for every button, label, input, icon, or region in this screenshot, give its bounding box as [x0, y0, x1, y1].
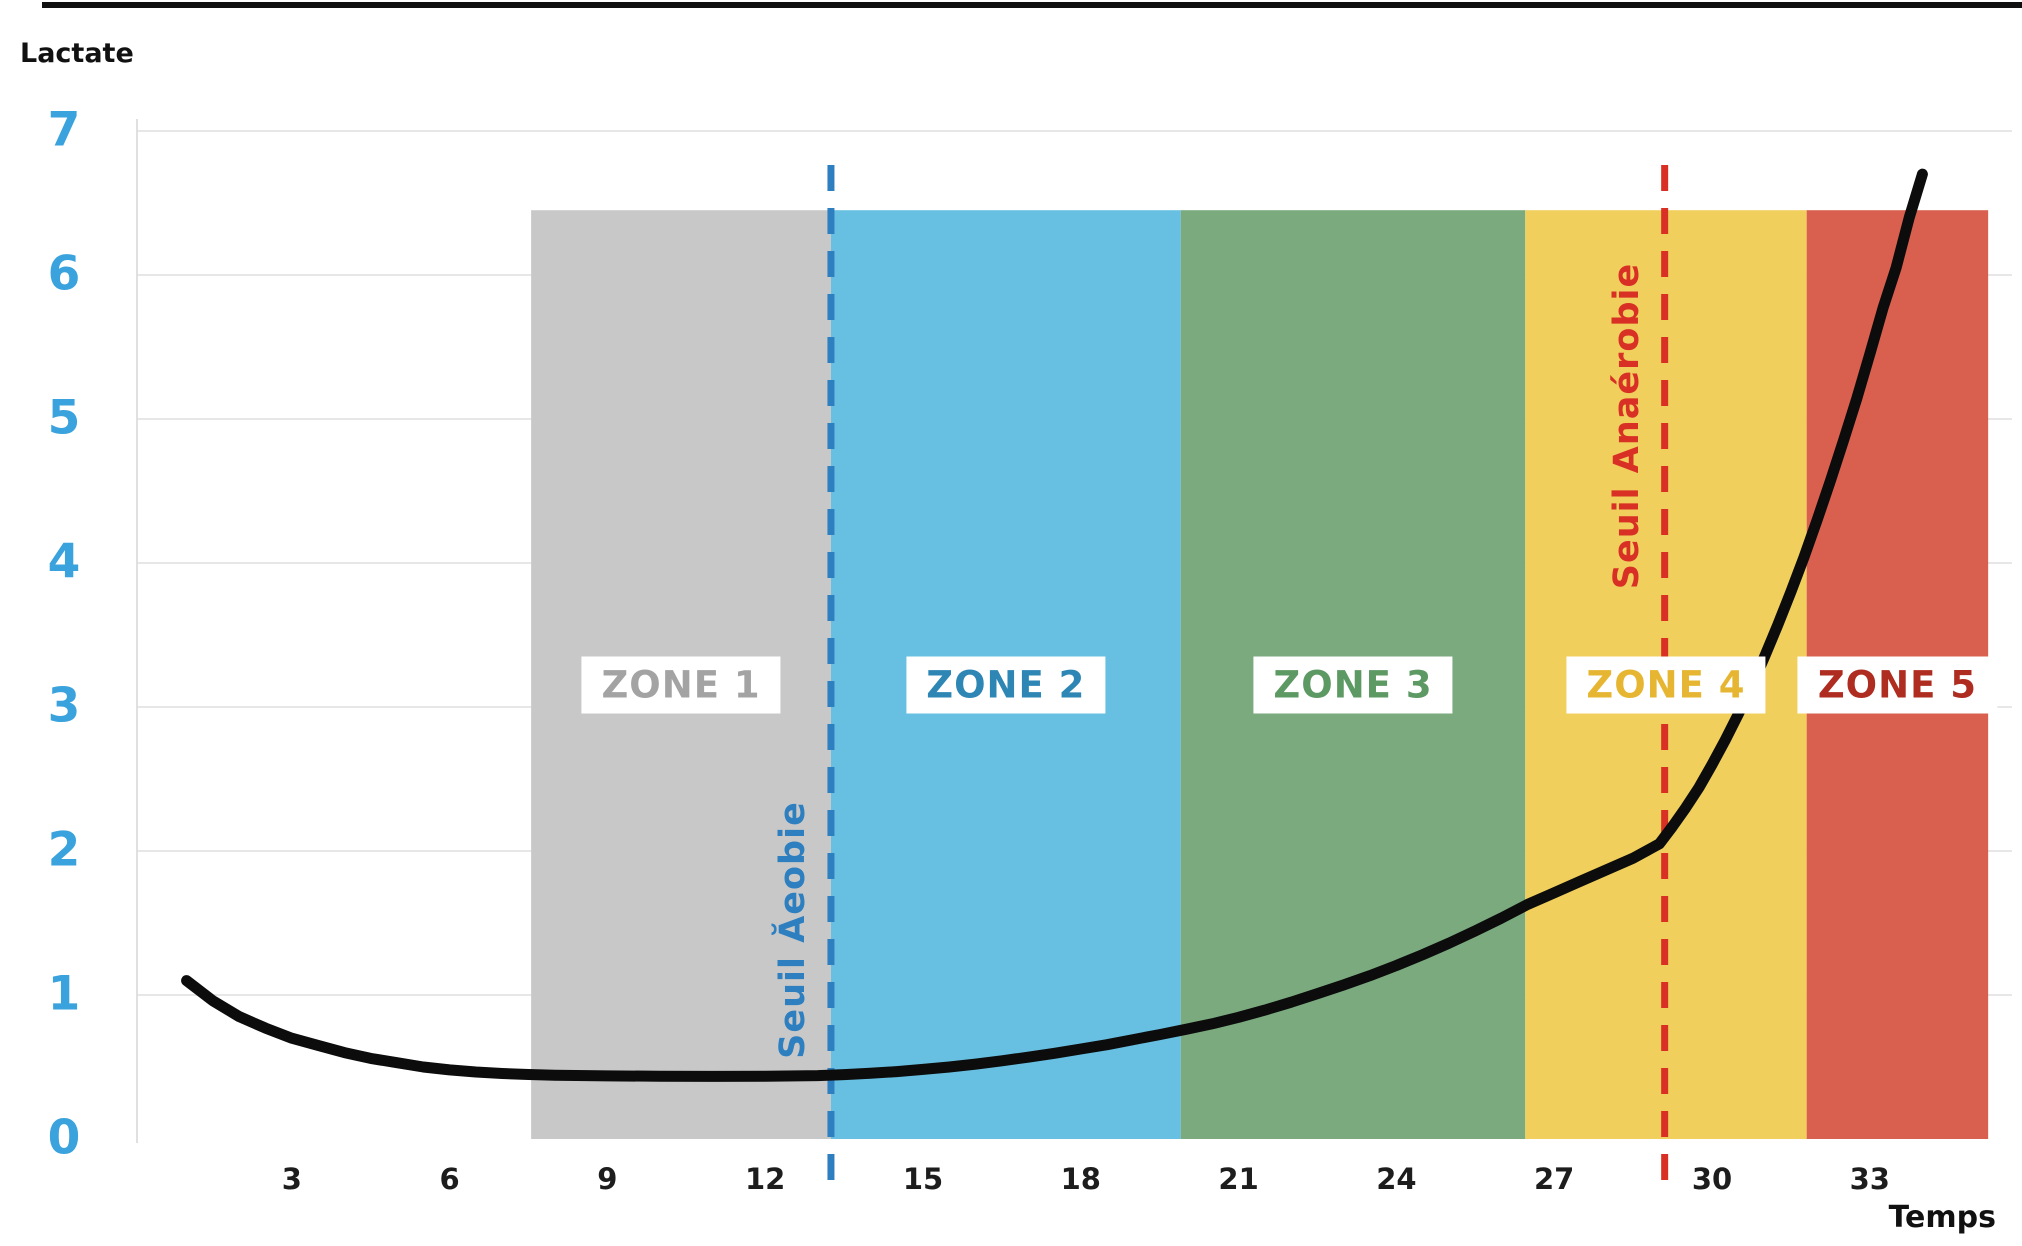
y-axis-title: Lactate: [20, 38, 134, 69]
threshold-label: Seuil Anaérobie: [1606, 262, 1647, 590]
y-tick-label: 2: [47, 822, 81, 878]
x-tick-label: 3: [281, 1162, 302, 1196]
x-tick-label: 12: [745, 1162, 786, 1196]
x-tick-label: 27: [1534, 1162, 1575, 1196]
y-tick-label: 1: [47, 966, 81, 1022]
x-tick-label: 15: [902, 1162, 944, 1196]
x-tick-label: 33: [1849, 1162, 1890, 1196]
zone-label: ZONE 4: [1566, 656, 1766, 714]
x-tick-label: 9: [597, 1162, 618, 1196]
top-border-line: [42, 2, 2022, 8]
y-tick-label: 6: [47, 246, 81, 302]
zone-label: ZONE 2: [906, 656, 1106, 714]
y-tick-label: 0: [47, 1110, 81, 1166]
y-tick-label: 7: [47, 102, 81, 158]
y-tick-label: 4: [47, 534, 81, 590]
x-tick-label: 6: [439, 1162, 460, 1196]
x-tick-label: 24: [1376, 1162, 1417, 1196]
zone-label: ZONE 5: [1797, 656, 1997, 714]
y-tick-label: 5: [47, 390, 81, 446]
x-tick-label: 18: [1060, 1162, 1101, 1196]
y-tick-label: 3: [47, 678, 81, 734]
x-tick-label: 30: [1691, 1162, 1733, 1196]
zone-label: ZONE 1: [581, 656, 781, 714]
zone-label: ZONE 3: [1253, 656, 1453, 714]
threshold-label: Seuil Ăeobie: [772, 801, 813, 1060]
x-axis-title: Temps: [1888, 1200, 1996, 1235]
x-tick-label: 21: [1218, 1162, 1259, 1196]
